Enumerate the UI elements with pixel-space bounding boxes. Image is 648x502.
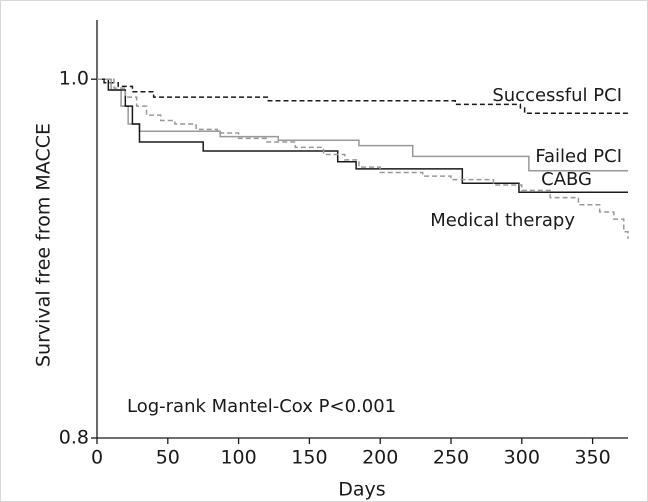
survival-curve bbox=[97, 78, 628, 172]
x-tick-label: 100 bbox=[220, 447, 256, 469]
x-tick-label: 250 bbox=[433, 447, 469, 469]
series-label: Failed PCI bbox=[535, 146, 622, 167]
survival-curve bbox=[97, 78, 629, 239]
survival-curve bbox=[97, 78, 628, 115]
series-label: Medical therapy bbox=[430, 210, 575, 231]
y-tick-label: 0.8 bbox=[59, 427, 89, 449]
annotation: Log-rank Mantel-Cox P<0.001 bbox=[127, 396, 396, 417]
series-label: Successful PCI bbox=[492, 85, 622, 106]
x-tick-label: 150 bbox=[291, 447, 327, 469]
y-tick-label: 1.0 bbox=[59, 68, 89, 90]
y-axis-label: Survival free from MACCE bbox=[33, 123, 55, 367]
x-tick-label: 350 bbox=[574, 447, 610, 469]
x-tick-label: 200 bbox=[362, 447, 398, 469]
x-axis-label: Days bbox=[338, 479, 385, 501]
x-tick-label: 0 bbox=[91, 447, 103, 469]
x-tick-label: 300 bbox=[504, 447, 540, 469]
series-label: CABG bbox=[541, 169, 592, 190]
x-tick-label: 50 bbox=[156, 447, 180, 469]
